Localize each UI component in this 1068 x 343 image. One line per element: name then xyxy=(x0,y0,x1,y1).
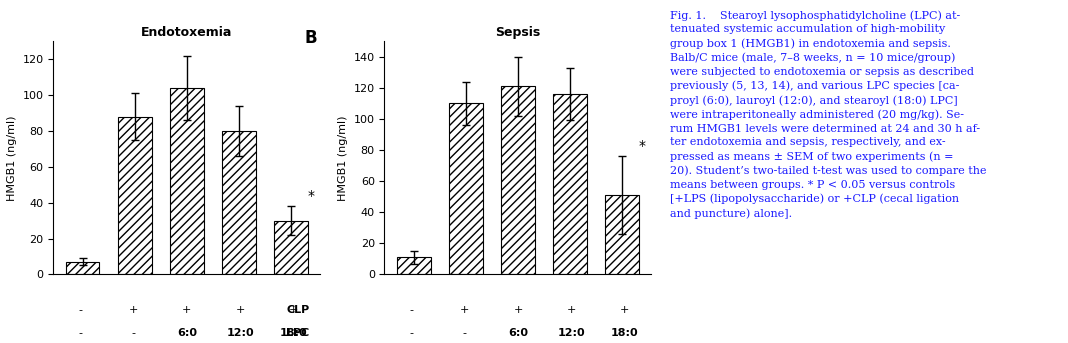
Title: Sepsis: Sepsis xyxy=(496,26,540,39)
Text: B: B xyxy=(304,29,317,47)
Bar xyxy=(501,86,535,274)
Bar xyxy=(65,262,99,274)
Bar xyxy=(396,257,430,274)
Bar xyxy=(606,195,640,274)
Bar xyxy=(170,88,204,274)
Text: +: + xyxy=(236,305,245,315)
Bar xyxy=(117,117,152,274)
Text: -: - xyxy=(78,328,82,338)
Text: +: + xyxy=(129,305,138,315)
Text: *: * xyxy=(639,139,646,153)
Text: *: * xyxy=(308,189,315,203)
Text: CLP: CLP xyxy=(286,305,310,315)
Text: 12:0: 12:0 xyxy=(557,328,585,338)
Text: -: - xyxy=(78,305,82,315)
Text: 6:0: 6:0 xyxy=(508,328,528,338)
Text: 18:0: 18:0 xyxy=(280,328,308,338)
Text: +: + xyxy=(514,305,522,315)
Text: 18:0: 18:0 xyxy=(611,328,639,338)
Text: 12:0: 12:0 xyxy=(226,328,254,338)
Text: +: + xyxy=(621,305,629,315)
Bar xyxy=(274,221,309,274)
Text: 6:0: 6:0 xyxy=(177,328,197,338)
Y-axis label: HMGB1 (ng/ml): HMGB1 (ng/ml) xyxy=(7,115,17,201)
Text: -: - xyxy=(409,328,413,338)
Bar xyxy=(222,131,256,274)
Text: -: - xyxy=(409,305,413,315)
Y-axis label: HMGB1 (ng/ml): HMGB1 (ng/ml) xyxy=(339,115,348,201)
Title: Endotoxemia: Endotoxemia xyxy=(141,26,233,39)
Text: +: + xyxy=(567,305,576,315)
Text: +: + xyxy=(289,305,298,315)
Text: -: - xyxy=(131,328,136,338)
Bar xyxy=(553,94,587,274)
Text: LPC: LPC xyxy=(286,328,310,338)
Text: +: + xyxy=(460,305,469,315)
Text: -: - xyxy=(462,328,467,338)
Bar xyxy=(449,103,483,274)
Text: +: + xyxy=(183,305,191,315)
Text: Fig. 1.    Stearoyl lysophosphatidylcholine (LPC) at-
tenuated systemic accumula: Fig. 1. Stearoyl lysophosphatidylcholine… xyxy=(671,10,987,218)
